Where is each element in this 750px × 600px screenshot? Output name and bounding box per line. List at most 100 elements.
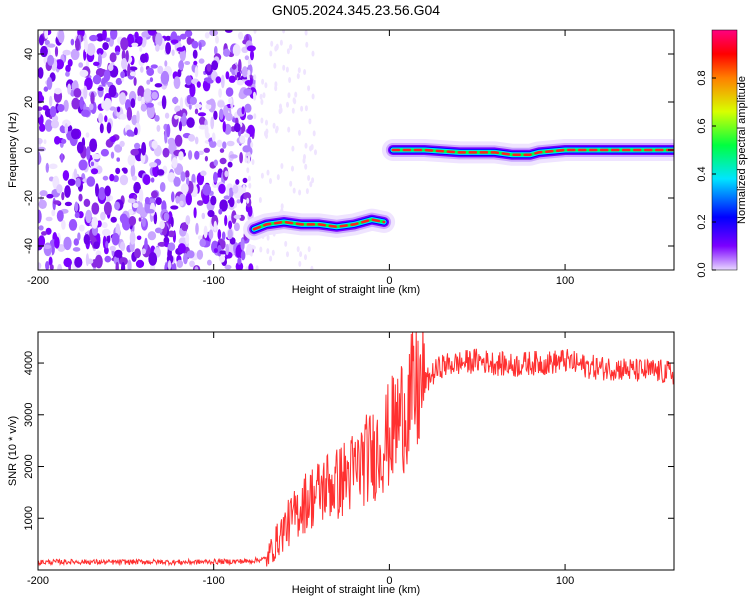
noise-blob — [204, 32, 210, 39]
x-tick-label: -100 — [203, 575, 225, 587]
noise-blob — [57, 263, 63, 270]
noise-blob — [51, 119, 59, 129]
noise-blob — [39, 123, 46, 132]
noise-blob — [146, 79, 151, 85]
noise-blob — [106, 197, 111, 203]
noise-blob — [164, 60, 168, 67]
noise-blob — [237, 257, 242, 265]
noise-blob — [165, 35, 172, 41]
noise-blob — [107, 63, 114, 72]
noise-blob — [141, 248, 146, 255]
noise-blob — [176, 111, 183, 117]
noise-blob — [54, 136, 61, 145]
noise-blob — [296, 246, 300, 253]
noise-blob — [44, 30, 49, 39]
noise-blob — [242, 145, 251, 153]
colorbar-gradient — [711, 29, 738, 271]
noise-blob — [71, 128, 80, 140]
noise-blob — [221, 231, 226, 241]
noise-blob — [153, 211, 158, 225]
noise-blob — [156, 124, 161, 132]
noise-blob — [63, 236, 72, 251]
noise-blob — [218, 183, 226, 194]
noise-blob — [48, 256, 53, 266]
noise-blob — [203, 225, 208, 239]
noise-blob — [269, 255, 273, 262]
noise-blob — [109, 52, 117, 63]
spectrogram-ylabel: Frequency (Hz) — [7, 112, 19, 188]
noise-blob — [150, 177, 155, 183]
noise-blob — [85, 253, 89, 267]
noise-blob — [114, 201, 121, 211]
noise-blob — [73, 238, 80, 246]
noise-region — [38, 30, 317, 270]
noise-blob — [247, 175, 251, 182]
noise-blob — [119, 113, 127, 120]
noise-blob — [211, 132, 216, 142]
noise-blob — [102, 228, 111, 237]
noise-blob — [189, 260, 195, 268]
noise-blob — [205, 132, 210, 139]
noise-blob — [170, 39, 179, 44]
noise-blob — [85, 132, 90, 138]
noise-blob — [228, 75, 236, 83]
noise-blob — [63, 257, 72, 268]
noise-blob — [49, 95, 53, 107]
noise-blob — [304, 105, 308, 112]
noise-blob — [304, 163, 308, 170]
noise-blob — [127, 63, 131, 77]
noise-blob — [119, 140, 125, 147]
noise-blob — [247, 157, 251, 164]
snr-panel: -200 -100 0 100 1000 2000 3000 4000 Height of s… — [7, 331, 675, 596]
noise-blob — [196, 81, 201, 88]
noise-blob — [239, 152, 244, 164]
noise-blob — [116, 157, 120, 162]
noise-blob — [177, 243, 186, 254]
noise-blob — [291, 107, 295, 114]
noise-blob — [146, 102, 154, 108]
noise-blob — [178, 121, 182, 132]
noise-blob — [131, 114, 138, 126]
noise-blob — [239, 135, 246, 144]
noise-blob — [242, 184, 247, 195]
noise-blob — [97, 84, 104, 98]
noise-blob — [115, 261, 119, 270]
noise-blob — [161, 95, 167, 110]
noise-blob — [246, 167, 250, 174]
noise-blob — [104, 185, 111, 197]
noise-blob — [184, 30, 193, 38]
noise-blob — [215, 35, 219, 44]
noise-blob — [260, 117, 264, 124]
noise-blob — [191, 40, 199, 49]
noise-blob — [45, 216, 53, 222]
noise-blob — [81, 109, 90, 117]
noise-blob — [203, 147, 210, 153]
noise-blob — [173, 76, 181, 89]
noise-blob — [266, 234, 270, 241]
noise-blob — [286, 48, 290, 55]
noise-blob — [163, 212, 170, 221]
noise-blob — [157, 65, 164, 74]
noise-blob — [176, 47, 186, 52]
noise-blob — [135, 259, 145, 268]
noise-blob — [44, 39, 50, 46]
noise-blob — [309, 181, 313, 188]
noise-blob — [130, 164, 136, 178]
noise-blob — [238, 59, 242, 73]
noise-blob — [219, 148, 225, 153]
noise-blob — [155, 44, 160, 52]
noise-blob — [41, 231, 47, 236]
noise-blob — [49, 264, 54, 270]
noise-blob — [310, 144, 314, 150]
noise-blob — [45, 227, 52, 235]
noise-blob — [39, 190, 48, 197]
noise-blob — [226, 140, 235, 147]
noise-blob — [182, 112, 186, 119]
noise-blob — [38, 235, 46, 248]
noise-blob — [229, 237, 236, 245]
noise-blob — [79, 69, 89, 78]
noise-blob — [184, 61, 191, 65]
noise-blob — [195, 222, 199, 235]
noise-blob — [224, 30, 233, 33]
colorbar-label: Normalized spectral amplitude — [736, 76, 748, 224]
